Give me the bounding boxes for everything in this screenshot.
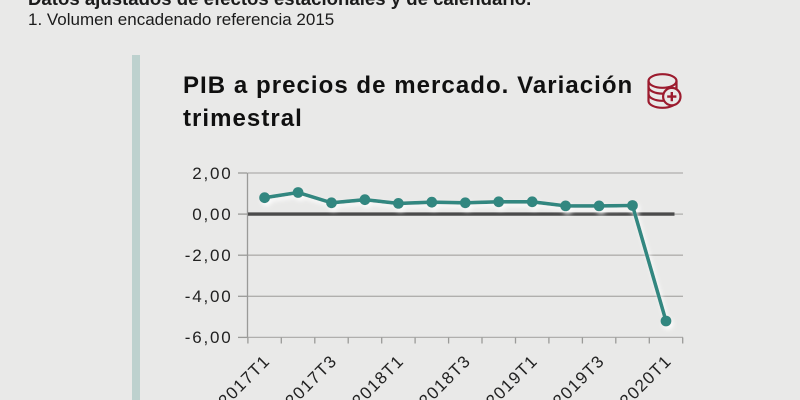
svg-text:2017T1: 2017T1: [215, 351, 274, 400]
svg-text:2018T3: 2018T3: [415, 351, 474, 400]
svg-text:2018T1: 2018T1: [348, 351, 407, 400]
svg-text:2019T3: 2019T3: [549, 351, 608, 400]
svg-text:-4,00: -4,00: [185, 287, 233, 306]
svg-text:2,00: 2,00: [192, 164, 232, 183]
svg-text:2017T3: 2017T3: [282, 351, 341, 400]
svg-text:0,00: 0,00: [192, 205, 232, 224]
svg-text:2020T1: 2020T1: [616, 351, 675, 400]
svg-text:2019T1: 2019T1: [482, 351, 541, 400]
svg-text:-2,00: -2,00: [185, 246, 233, 265]
svg-text:-6,00: -6,00: [185, 328, 233, 347]
